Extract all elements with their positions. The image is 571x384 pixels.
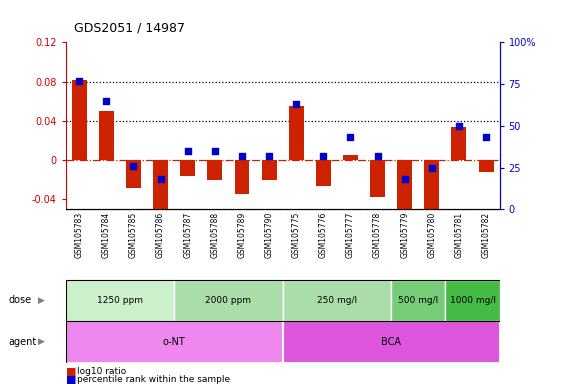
Text: GSM105783: GSM105783 xyxy=(75,212,84,258)
Point xyxy=(373,153,382,159)
Point xyxy=(346,134,355,141)
Point xyxy=(156,176,165,182)
Bar xyxy=(180,160,195,176)
Text: GSM105784: GSM105784 xyxy=(102,212,111,258)
Text: GSM105786: GSM105786 xyxy=(156,212,165,258)
Text: percentile rank within the sample: percentile rank within the sample xyxy=(77,375,230,384)
Bar xyxy=(452,127,467,160)
Point xyxy=(400,176,409,182)
Bar xyxy=(66,321,283,363)
Point xyxy=(129,163,138,169)
Point xyxy=(238,153,247,159)
Bar xyxy=(99,111,114,160)
Bar xyxy=(289,106,304,160)
Point xyxy=(427,164,436,170)
Text: 1250 ppm: 1250 ppm xyxy=(97,296,143,305)
Bar xyxy=(174,280,283,321)
Bar xyxy=(72,79,87,160)
Text: agent: agent xyxy=(9,337,37,347)
Text: GSM105789: GSM105789 xyxy=(238,212,247,258)
Bar xyxy=(478,160,493,172)
Text: GSM105788: GSM105788 xyxy=(210,212,219,258)
Text: GSM105779: GSM105779 xyxy=(400,212,409,258)
Text: GSM105787: GSM105787 xyxy=(183,212,192,258)
Point xyxy=(75,78,84,84)
Point xyxy=(183,148,192,154)
Text: GSM105780: GSM105780 xyxy=(427,212,436,258)
Text: 500 mg/l: 500 mg/l xyxy=(398,296,439,305)
Bar xyxy=(262,160,276,180)
Bar xyxy=(153,160,168,213)
Text: 250 mg/l: 250 mg/l xyxy=(317,296,357,305)
Text: GSM105775: GSM105775 xyxy=(292,212,301,258)
Bar xyxy=(445,280,500,321)
Bar xyxy=(343,155,358,160)
Point xyxy=(264,153,274,159)
Text: GSM105785: GSM105785 xyxy=(129,212,138,258)
Bar xyxy=(316,160,331,186)
Text: 2000 ppm: 2000 ppm xyxy=(206,296,251,305)
Bar xyxy=(370,160,385,197)
Point xyxy=(481,134,490,141)
Bar xyxy=(235,160,250,194)
Text: GSM105781: GSM105781 xyxy=(455,212,464,258)
Text: ■: ■ xyxy=(66,366,76,376)
Point xyxy=(210,148,219,154)
Point xyxy=(292,101,301,107)
Text: GSM105778: GSM105778 xyxy=(373,212,382,258)
Text: GSM105790: GSM105790 xyxy=(264,212,274,258)
Point xyxy=(319,153,328,159)
Bar xyxy=(66,280,174,321)
Text: GSM105776: GSM105776 xyxy=(319,212,328,258)
Text: ▶: ▶ xyxy=(38,296,45,305)
Text: log10 ratio: log10 ratio xyxy=(77,367,126,376)
Bar xyxy=(207,160,222,180)
Bar xyxy=(283,280,391,321)
Text: GSM105777: GSM105777 xyxy=(346,212,355,258)
Text: dose: dose xyxy=(9,295,31,306)
Bar xyxy=(283,321,500,363)
Text: GSM105782: GSM105782 xyxy=(481,212,490,258)
Text: 1000 mg/l: 1000 mg/l xyxy=(449,296,496,305)
Bar xyxy=(424,160,439,209)
Text: o-NT: o-NT xyxy=(163,337,186,347)
Point xyxy=(102,98,111,104)
Text: GDS2051 / 14987: GDS2051 / 14987 xyxy=(74,21,185,34)
Bar xyxy=(126,160,141,188)
Bar xyxy=(391,280,445,321)
Bar xyxy=(397,160,412,229)
Text: ■: ■ xyxy=(66,374,76,384)
Text: BCA: BCA xyxy=(381,337,401,347)
Text: ▶: ▶ xyxy=(38,337,45,346)
Point xyxy=(455,123,464,129)
